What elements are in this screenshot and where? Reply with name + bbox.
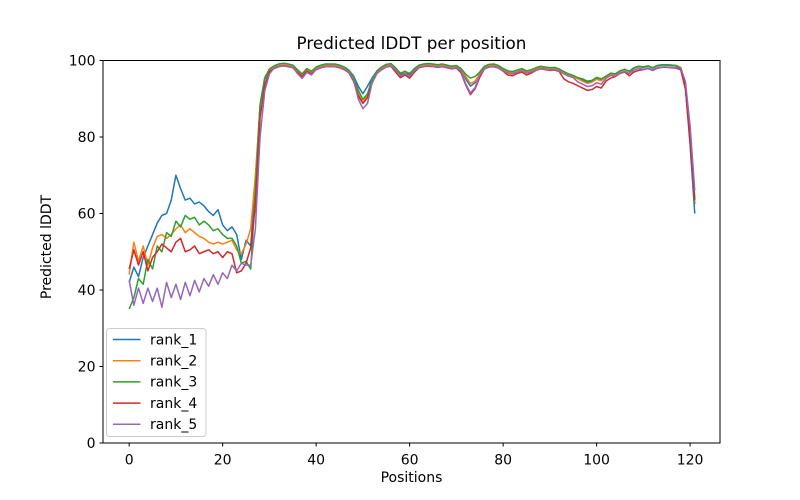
x-tick-label: 20 <box>214 453 232 469</box>
legend: rank_1 rank_2 rank_3 rank_4 rank_5 <box>106 328 207 437</box>
y-axis-ticks: 0 20 40 60 80 100 <box>69 54 103 452</box>
x-axis-label: Positions <box>381 470 443 486</box>
series-lines <box>128 62 696 310</box>
x-axis-ticks: 0 20 40 60 80 100 120 <box>125 443 704 469</box>
x-tick-label: 80 <box>494 453 512 469</box>
y-tick-label: 80 <box>78 130 96 146</box>
y-tick-label: 20 <box>78 360 96 376</box>
series-line-rank_5 <box>128 64 696 308</box>
series-line-rank_1 <box>128 62 696 283</box>
legend-entry-rank_1: rank_1 <box>113 332 197 348</box>
y-tick-label: 100 <box>69 54 96 70</box>
legend-entry-rank_2: rank_2 <box>113 354 197 370</box>
x-tick-label: 0 <box>125 453 134 469</box>
legend-label: rank_3 <box>150 375 197 391</box>
series-line-rank_2 <box>128 63 696 275</box>
y-tick-label: 0 <box>87 436 96 452</box>
y-tick-label: 60 <box>78 207 96 223</box>
legend-entries: rank_1 rank_2 rank_3 rank_4 rank_5 <box>113 332 197 433</box>
x-tick-label: 60 <box>401 453 419 469</box>
legend-label: rank_4 <box>150 396 197 412</box>
x-tick-label: 100 <box>583 453 610 469</box>
x-tick-label: 120 <box>677 453 704 469</box>
series-line-rank_3 <box>128 62 696 310</box>
legend-entry-rank_4: rank_4 <box>113 396 197 412</box>
y-tick-label: 40 <box>78 283 96 299</box>
x-tick-label: 40 <box>307 453 325 469</box>
y-axis-label: Predicted lDDT <box>39 194 55 299</box>
plot-border <box>102 60 721 444</box>
legend-entry-rank_3: rank_3 <box>113 375 197 391</box>
legend-label: rank_5 <box>150 417 197 433</box>
series-line-rank_4 <box>128 65 696 274</box>
legend-label: rank_2 <box>150 354 197 370</box>
legend-label: rank_1 <box>150 332 197 348</box>
legend-entry-rank_5: rank_5 <box>113 417 197 433</box>
chart-title: Predicted lDDT per position <box>297 33 527 53</box>
legend-frame <box>106 328 207 437</box>
